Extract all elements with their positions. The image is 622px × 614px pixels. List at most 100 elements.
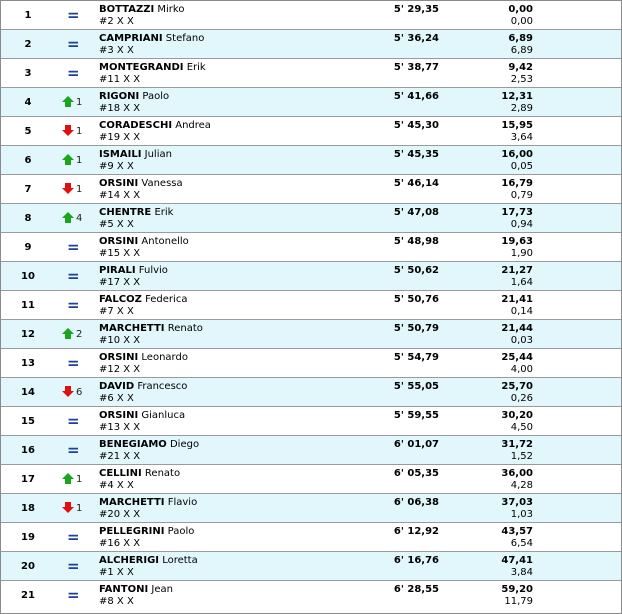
table-row: 7 1 ORSINI Vanessa #14 X X 5' 46,14 16,79 0,79 [1, 175, 621, 204]
position-change: = [59, 586, 99, 604]
arrow-down-icon [62, 386, 74, 397]
bib-number: #10 X X [99, 335, 141, 346]
gap-to-previous: 1,64 [510, 277, 533, 288]
athlete-surname: MARCHETTI [99, 497, 165, 508]
athlete-first-name: Stefano [165, 33, 205, 44]
change-amount: 2 [76, 329, 83, 340]
athlete-name: MARCHETTI Renato [99, 323, 203, 335]
gap-to-leader: 43,57 [501, 526, 533, 537]
position-change: = [59, 64, 99, 82]
finish-time: 5' 29,35 [393, 4, 439, 15]
gap-to-previous: 1,90 [510, 248, 533, 259]
bib-number: #4 X X [99, 480, 134, 491]
position-number: 19 [21, 532, 35, 543]
table-row: 18 1 MARCHETTI Flavio #20 X X 6' 06,38 37,03 1… [1, 494, 621, 523]
athlete-first-name: Renato [167, 323, 203, 334]
finish-time: 5' 46,14 [393, 178, 439, 189]
gap-to-previous: 4,00 [510, 364, 533, 375]
bib-number: #14 X X [99, 190, 141, 201]
position-change: 1 [59, 122, 99, 140]
bib-number: #1 X X [99, 567, 134, 578]
position-change: 6 [59, 383, 99, 401]
position-number: 11 [21, 300, 35, 311]
table-row: 2 = CAMPRIANI Stefano #3 X X 5' 36,24 6,89 6,8… [1, 30, 621, 59]
arrow-down-icon [62, 183, 74, 194]
equals-icon: = [67, 296, 80, 314]
gap-to-leader: 17,73 [501, 207, 533, 218]
athlete-surname: ISMAILI [99, 149, 142, 160]
athlete-first-name: Renato [144, 468, 181, 479]
position-number: 17 [21, 474, 35, 485]
athlete-first-name: Paolo [142, 91, 170, 102]
change-amount: 1 [76, 97, 83, 108]
gap-to-leader: 21,27 [501, 265, 533, 276]
bib-number: #12 X X [99, 364, 141, 375]
position-change: = [59, 441, 99, 459]
table-row: 6 1 ISMAILI Julian #9 X X 5' 45,35 16,00 0,05 [1, 146, 621, 175]
equals-icon: = [67, 267, 80, 285]
table-row: 15 = ORSINI Gianluca #13 X X 5' 59,55 30,20 4,… [1, 407, 621, 436]
position-number: 6 [24, 155, 32, 166]
gap-to-previous: 0,26 [510, 393, 533, 404]
finish-time: 6' 12,92 [393, 526, 439, 537]
position-change: = [59, 267, 99, 285]
arrow-up-icon [62, 96, 74, 107]
table-row: 3 = MONTEGRANDI Erik #11 X X 5' 38,77 9,42 2,5… [1, 59, 621, 88]
change-amount: 1 [76, 474, 83, 485]
athlete-surname: RIGONI [99, 91, 140, 102]
gap-to-leader: 47,41 [501, 555, 533, 566]
position-change: = [59, 35, 99, 53]
bib-number: #16 X X [99, 538, 141, 549]
arrow-up-icon [62, 212, 74, 223]
table-row: 13 = ORSINI Leonardo #12 X X 5' 54,79 25,44 4,… [1, 349, 621, 378]
bib-number: #8 X X [99, 596, 134, 607]
athlete-name: PELLEGRINI Paolo [99, 526, 194, 538]
athlete-surname: CORADESCHI [99, 120, 173, 131]
arrow-up-icon [62, 328, 74, 339]
equals-icon: = [67, 6, 80, 24]
gap-to-leader: 21,44 [501, 323, 533, 334]
position-number: 3 [24, 68, 32, 79]
athlete-name: CAMPRIANI Stefano [99, 33, 204, 45]
athlete-surname: BOTTAZZI [99, 4, 155, 15]
bib-number: #6 X X [99, 393, 134, 404]
position-change: 1 [59, 470, 99, 488]
athlete-name: CORADESCHI Andrea [99, 120, 211, 132]
position-number: 13 [21, 358, 35, 369]
change-amount: 4 [76, 213, 83, 224]
athlete-first-name: Fulvio [138, 265, 168, 276]
athlete-surname: CELLINI [99, 468, 142, 479]
finish-time: 6' 05,35 [393, 468, 439, 479]
table-row: 16 = BENEGIAMO Diego #21 X X 6' 01,07 31,72 1,… [1, 436, 621, 465]
finish-time: 5' 59,55 [393, 410, 439, 421]
athlete-name: MARCHETTI Flavio [99, 497, 197, 509]
equals-icon: = [67, 557, 80, 575]
arrow-up-icon [62, 473, 74, 484]
gap-to-previous: 6,54 [510, 538, 533, 549]
equals-icon: = [67, 586, 80, 604]
gap-to-previous: 4,50 [510, 422, 533, 433]
gap-to-previous: 3,84 [510, 567, 533, 578]
position-number: 21 [21, 590, 35, 601]
bib-number: #11 X X [99, 74, 141, 85]
athlete-surname: MONTEGRANDI [99, 62, 184, 73]
gap-to-previous: 0,00 [510, 16, 533, 27]
position-number: 5 [24, 126, 32, 137]
change-amount: 1 [76, 503, 83, 514]
finish-time: 5' 45,30 [393, 120, 439, 131]
table-row: 20 = ALCHERIGI Loretta #1 X X 6' 16,76 47,41 3… [1, 552, 621, 581]
table-row: 19 = PELLEGRINI Paolo #16 X X 6' 12,92 43,57 6… [1, 523, 621, 552]
gap-to-previous: 1,52 [510, 451, 533, 462]
position-number: 20 [21, 561, 35, 572]
finish-time: 5' 55,05 [393, 381, 439, 392]
position-number: 14 [21, 387, 35, 398]
gap-to-previous: 6,89 [510, 45, 533, 56]
athlete-name: MONTEGRANDI Erik [99, 62, 206, 74]
gap-to-leader: 59,20 [501, 584, 533, 595]
athlete-name: RIGONI Paolo [99, 91, 169, 103]
table-row: 4 1 RIGONI Paolo #18 X X 5' 41,66 12,31 2,89 [1, 88, 621, 117]
athlete-first-name: Gianluca [141, 410, 186, 421]
gap-to-leader: 31,72 [501, 439, 533, 450]
position-change: = [59, 354, 99, 372]
athlete-first-name: Francesco [137, 381, 188, 392]
